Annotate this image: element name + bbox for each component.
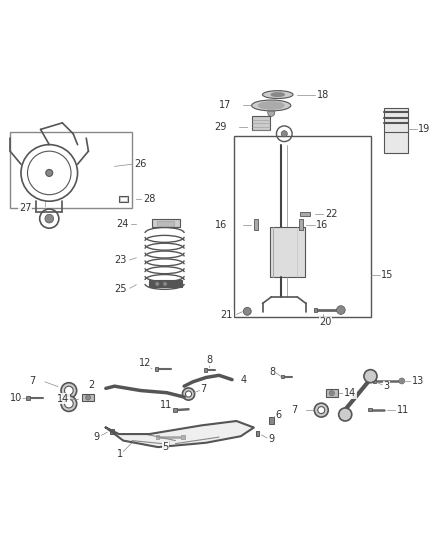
Bar xyxy=(26,396,30,400)
Text: 3: 3 xyxy=(384,381,390,391)
Circle shape xyxy=(336,305,345,314)
Circle shape xyxy=(268,109,275,116)
Text: 5: 5 xyxy=(162,442,169,452)
Circle shape xyxy=(314,403,328,417)
Text: 22: 22 xyxy=(325,209,338,219)
Text: 25: 25 xyxy=(115,284,127,294)
Bar xyxy=(300,212,311,216)
Text: 11: 11 xyxy=(160,400,173,410)
Bar xyxy=(157,221,174,225)
Text: 23: 23 xyxy=(115,255,127,265)
Text: 24: 24 xyxy=(116,219,128,229)
Circle shape xyxy=(183,388,194,400)
Circle shape xyxy=(329,391,334,396)
Text: 29: 29 xyxy=(215,122,227,132)
Text: 7: 7 xyxy=(291,405,297,415)
Circle shape xyxy=(61,396,77,411)
Bar xyxy=(156,435,159,439)
Bar xyxy=(314,308,318,312)
Bar xyxy=(119,196,128,202)
Bar xyxy=(110,429,114,434)
Circle shape xyxy=(364,370,377,383)
Bar xyxy=(373,379,376,383)
Bar xyxy=(256,431,259,436)
Text: 1: 1 xyxy=(117,449,123,458)
Bar xyxy=(254,219,258,230)
Bar xyxy=(10,132,132,208)
Text: 2: 2 xyxy=(88,380,95,390)
Bar xyxy=(173,408,177,412)
Bar xyxy=(252,116,270,130)
Circle shape xyxy=(244,308,251,315)
Circle shape xyxy=(64,386,73,395)
Text: 19: 19 xyxy=(418,124,431,134)
Text: 8: 8 xyxy=(207,355,213,365)
Text: 26: 26 xyxy=(134,159,146,169)
Text: 17: 17 xyxy=(219,100,231,110)
Text: 21: 21 xyxy=(221,310,233,320)
Text: 14: 14 xyxy=(344,388,356,398)
Ellipse shape xyxy=(271,93,284,96)
Bar xyxy=(82,393,94,401)
Bar xyxy=(155,367,158,370)
Bar xyxy=(368,408,372,411)
Circle shape xyxy=(339,408,352,421)
Bar xyxy=(385,108,408,154)
Bar xyxy=(149,280,182,287)
Text: 16: 16 xyxy=(316,220,328,230)
Circle shape xyxy=(45,214,53,223)
Bar xyxy=(299,219,303,230)
Bar xyxy=(120,197,127,201)
Bar xyxy=(204,368,207,372)
Polygon shape xyxy=(106,421,254,447)
Text: 6: 6 xyxy=(276,410,282,421)
Text: 27: 27 xyxy=(19,203,31,213)
Text: 14: 14 xyxy=(57,394,69,404)
Bar xyxy=(269,417,274,424)
Ellipse shape xyxy=(252,100,291,111)
Text: 9: 9 xyxy=(268,434,274,445)
Text: 28: 28 xyxy=(143,194,155,204)
Bar xyxy=(281,375,284,378)
Text: 13: 13 xyxy=(412,376,424,386)
Text: 9: 9 xyxy=(94,432,100,442)
Text: 8: 8 xyxy=(269,367,275,377)
Bar xyxy=(270,228,305,277)
Circle shape xyxy=(85,395,91,400)
Circle shape xyxy=(46,169,53,176)
Bar xyxy=(234,136,371,317)
Text: 4: 4 xyxy=(241,375,247,385)
Circle shape xyxy=(281,131,287,137)
Text: 7: 7 xyxy=(200,384,207,394)
Text: 10: 10 xyxy=(10,393,22,403)
Text: 18: 18 xyxy=(317,90,329,100)
Bar xyxy=(152,220,180,228)
Circle shape xyxy=(163,282,167,286)
Circle shape xyxy=(185,391,191,397)
Text: 7: 7 xyxy=(30,376,36,385)
Circle shape xyxy=(399,378,405,384)
Ellipse shape xyxy=(262,91,293,99)
Text: 11: 11 xyxy=(396,405,409,415)
Circle shape xyxy=(64,399,73,408)
Circle shape xyxy=(61,383,77,398)
Text: 20: 20 xyxy=(319,317,332,327)
Ellipse shape xyxy=(258,102,284,109)
Text: 15: 15 xyxy=(381,270,394,280)
Bar xyxy=(181,435,185,439)
Text: 12: 12 xyxy=(138,358,151,368)
Circle shape xyxy=(155,282,159,286)
Circle shape xyxy=(318,407,325,414)
Bar xyxy=(325,389,338,397)
Text: 16: 16 xyxy=(215,220,227,230)
